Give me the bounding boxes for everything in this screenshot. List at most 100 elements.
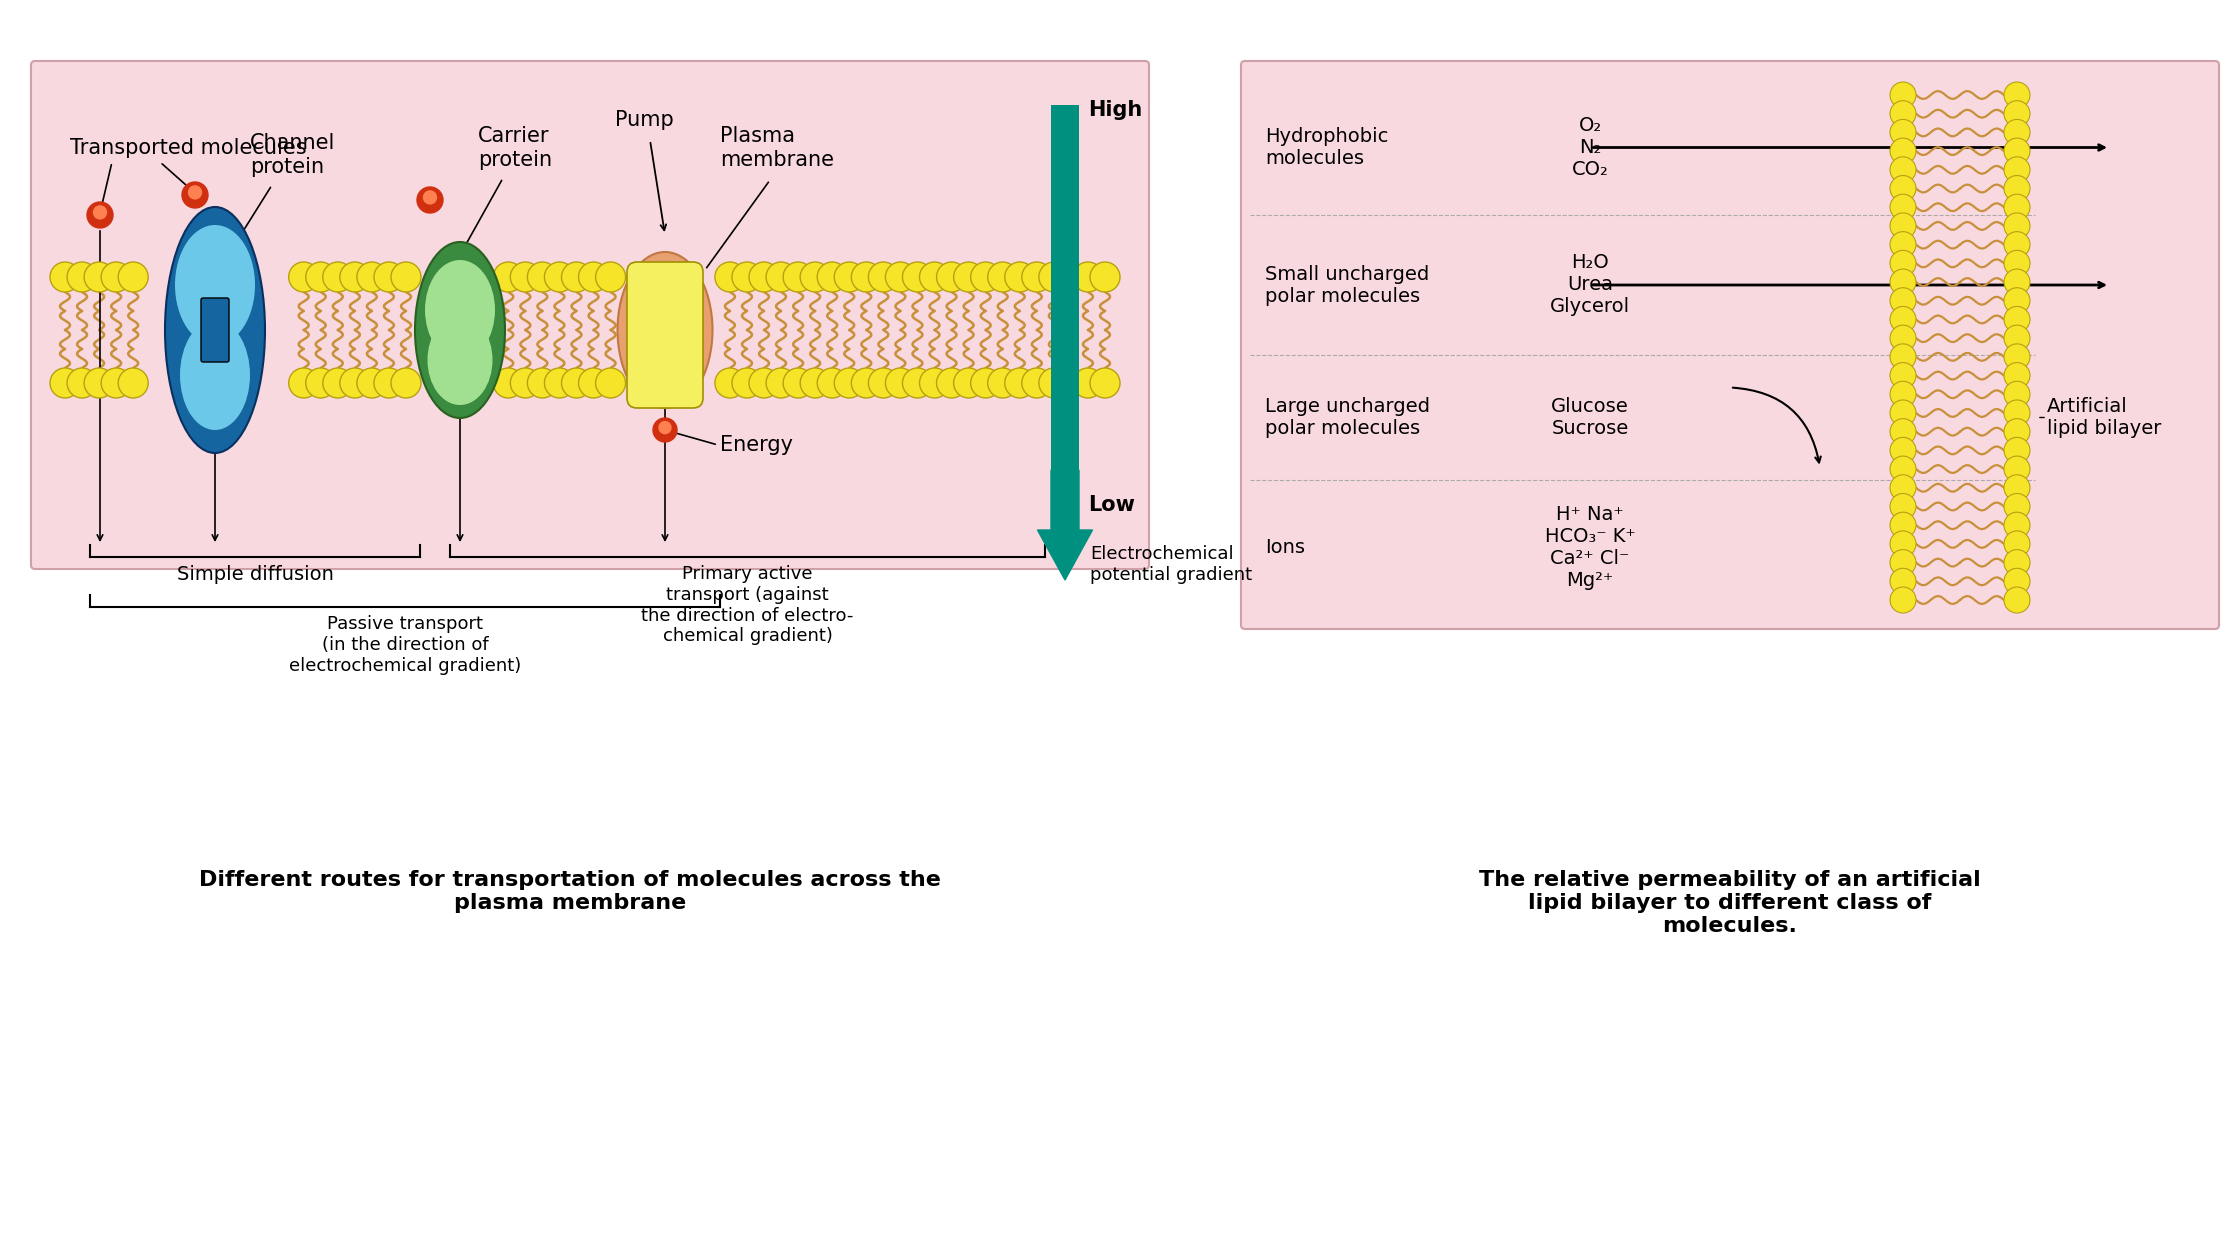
Ellipse shape [428,315,493,404]
Circle shape [715,368,746,398]
Ellipse shape [414,242,504,418]
Circle shape [1091,262,1120,292]
Circle shape [2005,139,2029,164]
Circle shape [493,262,524,292]
Circle shape [1891,251,1915,276]
FancyBboxPatch shape [627,262,703,408]
Circle shape [119,262,148,292]
Circle shape [885,262,916,292]
Circle shape [526,368,558,398]
FancyBboxPatch shape [31,60,1149,570]
Circle shape [119,368,148,398]
Circle shape [954,262,983,292]
Circle shape [800,262,831,292]
Circle shape [2005,251,2029,276]
Circle shape [526,262,558,292]
Circle shape [818,368,847,398]
Circle shape [67,368,96,398]
Circle shape [544,262,573,292]
Text: The relative permeability of an artificial
lipid bilayer to different class of
m: The relative permeability of an artifici… [1478,869,1980,936]
Circle shape [2005,418,2029,445]
Circle shape [2005,194,2029,220]
Circle shape [1891,120,1915,145]
Text: Plasma
membrane: Plasma membrane [719,126,833,170]
Circle shape [869,262,898,292]
Circle shape [1039,368,1068,398]
Circle shape [1891,139,1915,164]
Text: H⁺ Na⁺
HCO₃⁻ K⁺
Ca²⁺ Cl⁻
Mg²⁺: H⁺ Na⁺ HCO₃⁻ K⁺ Ca²⁺ Cl⁻ Mg²⁺ [1546,505,1635,590]
Circle shape [732,262,762,292]
Circle shape [85,368,114,398]
Circle shape [2005,475,2029,500]
Circle shape [918,368,950,398]
Circle shape [101,262,132,292]
Circle shape [562,368,591,398]
Circle shape [49,368,81,398]
Circle shape [596,368,625,398]
Circle shape [2005,456,2029,483]
Ellipse shape [426,260,495,360]
Circle shape [511,262,540,292]
Circle shape [94,205,108,219]
Circle shape [578,368,609,398]
Circle shape [1021,262,1053,292]
Circle shape [800,368,831,398]
Circle shape [356,262,388,292]
Text: Transported molecules: Transported molecules [69,139,307,158]
Circle shape [2005,101,2029,127]
Text: Carrier
protein: Carrier protein [477,126,551,170]
Circle shape [2005,82,2029,108]
Circle shape [1891,587,1915,614]
Circle shape [305,368,336,398]
Circle shape [936,262,965,292]
Circle shape [1891,494,1915,519]
Circle shape [903,368,932,398]
Circle shape [1039,262,1068,292]
Circle shape [87,202,112,228]
Circle shape [101,368,132,398]
Circle shape [2005,287,2029,314]
Circle shape [1891,101,1915,127]
Circle shape [356,368,388,398]
Text: Low: Low [1089,495,1136,515]
Circle shape [562,262,591,292]
Circle shape [49,262,81,292]
Circle shape [2005,306,2029,333]
Circle shape [2005,494,2029,519]
Circle shape [1055,262,1086,292]
Circle shape [1891,287,1915,314]
Circle shape [1891,568,1915,595]
Circle shape [1891,344,1915,370]
Circle shape [936,368,965,398]
Circle shape [2005,232,2029,257]
Circle shape [1891,382,1915,407]
Circle shape [784,262,813,292]
Circle shape [340,262,370,292]
Ellipse shape [175,226,255,345]
Circle shape [970,262,1001,292]
Circle shape [289,262,318,292]
Circle shape [903,262,932,292]
Circle shape [596,262,625,292]
Circle shape [2005,587,2029,614]
Circle shape [2005,512,2029,538]
Circle shape [2005,175,2029,202]
Circle shape [2005,568,2029,595]
Circle shape [2005,325,2029,352]
Text: Primary active
transport (against
the direction of electro-
chemical gradient): Primary active transport (against the di… [641,564,853,645]
Circle shape [67,262,96,292]
Ellipse shape [179,320,251,430]
Circle shape [2005,382,2029,407]
Circle shape [85,262,114,292]
Ellipse shape [166,207,264,454]
Circle shape [748,262,780,292]
Circle shape [784,368,813,398]
Circle shape [323,368,352,398]
Text: Large uncharged
polar molecules: Large uncharged polar molecules [1266,397,1429,438]
Circle shape [1091,368,1120,398]
Circle shape [1891,475,1915,500]
Text: Small uncharged
polar molecules: Small uncharged polar molecules [1266,265,1429,305]
Circle shape [305,262,336,292]
Circle shape [1891,306,1915,333]
Circle shape [748,368,780,398]
